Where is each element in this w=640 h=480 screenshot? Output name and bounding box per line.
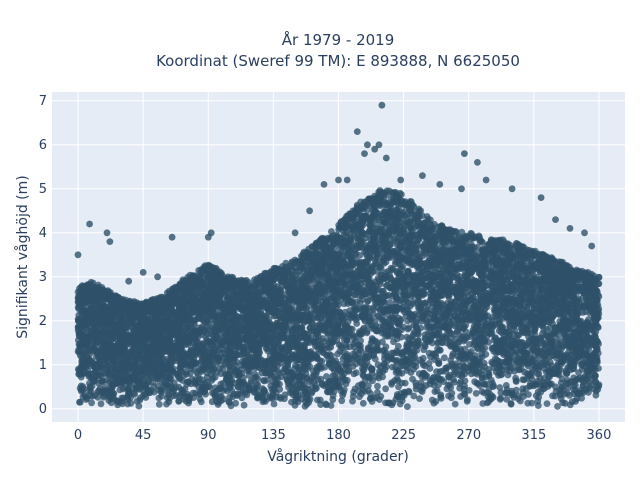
scatter-points xyxy=(74,101,603,410)
data-point xyxy=(404,403,411,410)
data-point xyxy=(417,379,425,386)
data-point xyxy=(324,388,331,396)
chart-title-line-2: Koordinat (Sweref 99 TM): E 893888, N 66… xyxy=(156,52,520,70)
data-point xyxy=(431,388,439,395)
data-point xyxy=(323,373,330,380)
data-point xyxy=(419,354,427,362)
data-point xyxy=(97,400,105,408)
data-point xyxy=(416,395,423,402)
data-point xyxy=(374,382,381,390)
data-point xyxy=(525,391,532,398)
data-point xyxy=(359,399,367,407)
data-point xyxy=(335,341,343,349)
data-point xyxy=(410,392,418,400)
data-point xyxy=(465,387,473,394)
data-point xyxy=(557,379,565,387)
data-point xyxy=(528,399,536,407)
data-point xyxy=(496,384,504,391)
data-point xyxy=(561,399,569,407)
data-point xyxy=(88,399,95,407)
data-point xyxy=(451,400,459,408)
data-point xyxy=(411,328,418,336)
data-point xyxy=(374,361,382,369)
data-point xyxy=(357,347,365,355)
data-point xyxy=(543,400,551,407)
chart-title-line-1: År 1979 - 2019 xyxy=(282,30,395,49)
data-point xyxy=(503,396,511,403)
data-point xyxy=(270,400,278,408)
data-point xyxy=(554,403,561,410)
data-point xyxy=(382,385,389,393)
data-point xyxy=(409,375,416,383)
data-point xyxy=(396,400,404,408)
data-point xyxy=(512,378,520,385)
